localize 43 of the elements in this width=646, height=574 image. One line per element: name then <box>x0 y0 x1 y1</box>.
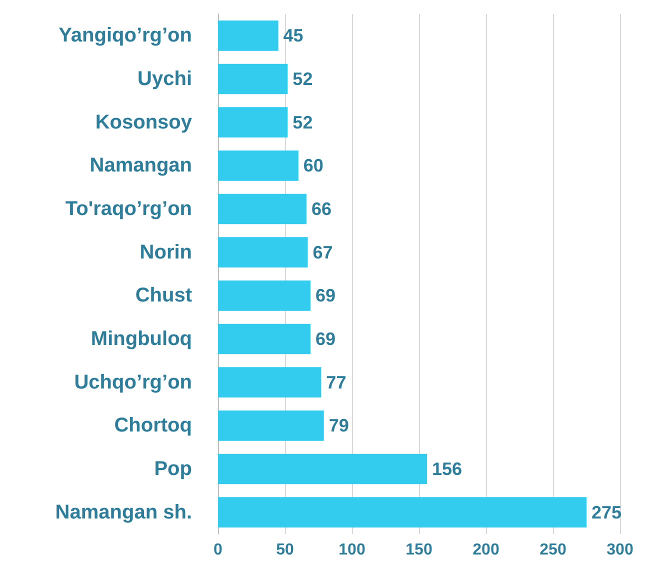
y-tick-label: Uychi <box>138 68 192 90</box>
data-label: 67 <box>312 242 333 262</box>
data-label: 77 <box>326 372 346 392</box>
data-label: 275 <box>592 502 622 522</box>
bar <box>218 280 310 311</box>
bar <box>218 150 298 181</box>
y-tick-label: Namangan <box>90 154 192 177</box>
data-label: 69 <box>315 329 336 349</box>
y-tick-label: Namangan sh. <box>55 501 192 524</box>
y-tick-label: Pop <box>154 458 192 480</box>
x-tick-label: 100 <box>338 542 366 558</box>
y-tick-label: To'raqo’rg’on <box>65 198 192 220</box>
x-tick-label: 250 <box>540 542 566 558</box>
data-label: 52 <box>292 112 313 132</box>
x-tick-label: 150 <box>406 542 432 558</box>
x-tick-label: 0 <box>214 542 223 558</box>
y-tick-label: Norin <box>140 241 192 264</box>
x-tick-label: 50 <box>276 542 294 558</box>
bar <box>218 367 322 398</box>
y-tick-label: Chust <box>135 284 192 307</box>
data-label: 69 <box>315 286 336 306</box>
bar <box>218 194 306 224</box>
data-label: 60 <box>303 156 324 176</box>
bar <box>218 237 308 268</box>
data-label: 45 <box>283 26 304 46</box>
x-tick-label: 200 <box>472 542 500 558</box>
y-tick-label: Uchqo’rg’on <box>74 371 192 394</box>
bar <box>218 64 288 94</box>
bar <box>218 107 288 138</box>
bar <box>218 497 586 528</box>
data-label: 79 <box>328 416 349 436</box>
x-tick-label: 300 <box>606 542 634 558</box>
y-tick-label: Mingbuloq <box>90 328 192 350</box>
data-label: 52 <box>292 69 313 89</box>
bar <box>218 454 428 484</box>
data-label: 156 <box>432 459 462 479</box>
bar <box>218 410 324 441</box>
y-tick-label: Kosonsoy <box>95 111 193 134</box>
bar <box>218 20 278 51</box>
y-tick-label: Chortoq <box>114 414 192 437</box>
bar <box>218 324 310 354</box>
y-tick-label: Yangiqo’rg’on <box>58 24 192 47</box>
data-label: 66 <box>311 199 332 219</box>
